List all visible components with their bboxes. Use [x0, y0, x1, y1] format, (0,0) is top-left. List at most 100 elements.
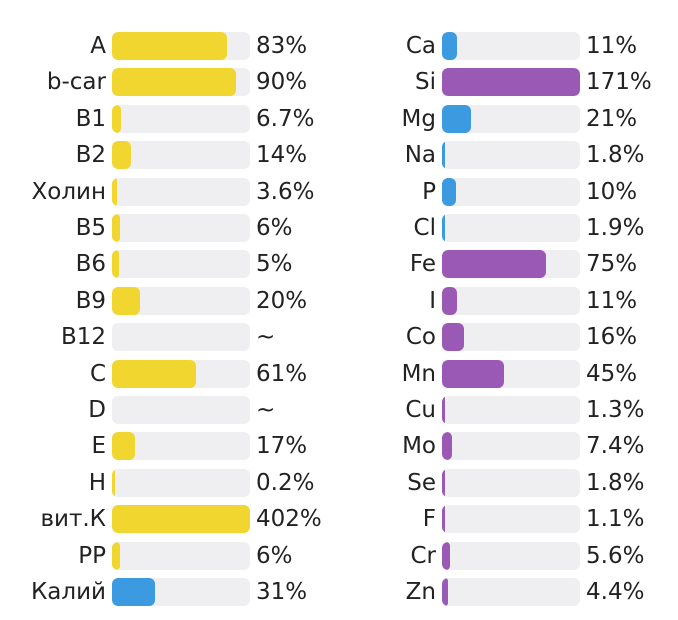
- bar-track: [112, 505, 250, 534]
- bar-value: ~: [256, 324, 276, 351]
- bar-row: D ~: [0, 392, 340, 428]
- bar-value: 6%: [256, 215, 293, 241]
- bar-fill: [112, 468, 115, 497]
- bar-fill: [112, 541, 121, 570]
- bar-track: [112, 214, 250, 242]
- bar-track: [112, 323, 250, 352]
- bar-row: B2 14%: [0, 137, 340, 173]
- bar-label: Co: [405, 324, 436, 351]
- bar-label: Калий: [30, 579, 106, 605]
- bar-track: [442, 177, 580, 206]
- bar-label: P: [422, 178, 436, 205]
- bar-row: P 10%: [338, 174, 678, 210]
- bar-track: [112, 32, 250, 60]
- bar-fill: [442, 214, 445, 242]
- bar-value: 90%: [256, 69, 308, 96]
- bar-row: b-car 90%: [0, 64, 340, 100]
- bar-label: B9: [75, 287, 106, 314]
- bar-label: Mn: [401, 360, 436, 387]
- bar-fill: [442, 432, 453, 461]
- bar-track: [112, 104, 250, 133]
- bar-label: F: [422, 506, 436, 533]
- bar-fill: [112, 578, 155, 606]
- bar-fill: [442, 578, 449, 606]
- bar-label: B1: [75, 105, 106, 132]
- bar-label: Zn: [405, 579, 436, 605]
- bar-label: Ca: [405, 33, 436, 59]
- bar-label: E: [91, 433, 106, 460]
- bar-value: 4.4%: [586, 579, 645, 605]
- bar-fill: [442, 323, 465, 352]
- bar-row: H 0.2%: [0, 465, 340, 501]
- bar-value: 45%: [586, 360, 638, 387]
- bar-value: 0.2%: [256, 469, 315, 496]
- bar-row: B9 20%: [0, 283, 340, 319]
- bar-track: [112, 432, 250, 461]
- bar-track: [442, 541, 580, 570]
- bar-value: 7.4%: [586, 433, 645, 460]
- bar-value: 5%: [256, 251, 293, 278]
- bar-track: [442, 432, 580, 461]
- bar-track: [112, 468, 250, 497]
- bar-row: B5 6%: [0, 210, 340, 246]
- bar-row: Fe 75%: [338, 246, 678, 282]
- bar-value: 21%: [586, 105, 638, 132]
- bar-row: Se 1.8%: [338, 465, 678, 501]
- bar-track: [442, 286, 580, 315]
- bar-row: Cr 5.6%: [338, 538, 678, 574]
- bar-fill: [442, 32, 458, 60]
- bar-value: 1.8%: [586, 469, 645, 496]
- bar-value: 75%: [586, 251, 638, 278]
- bar-label: A: [90, 33, 106, 59]
- bar-row: F 1.1%: [338, 501, 678, 537]
- bar-value: 171%: [586, 69, 652, 96]
- bar-value: 1.9%: [586, 215, 645, 241]
- bar-value: 14%: [256, 142, 308, 169]
- bar-row: Cl 1.9%: [338, 210, 678, 246]
- bar-label: Mg: [401, 105, 436, 132]
- bar-label: B2: [75, 142, 106, 169]
- bar-label: Mo: [402, 433, 436, 460]
- bar-value: 5.6%: [586, 542, 645, 569]
- bar-value: 11%: [586, 33, 638, 59]
- bar-row: Ca 11%: [338, 28, 678, 64]
- bar-fill: [442, 286, 458, 315]
- bar-row: I 11%: [338, 283, 678, 319]
- bar-value: 402%: [256, 506, 322, 533]
- bar-label: B12: [60, 324, 106, 351]
- bar-label: B6: [75, 251, 106, 278]
- bar-row: Cu 1.3%: [338, 392, 678, 428]
- bar-track: [112, 177, 250, 206]
- bar-value: 6.7%: [256, 105, 315, 132]
- bar-row: B6 5%: [0, 246, 340, 282]
- bar-track: [112, 250, 250, 279]
- bar-fill: [442, 141, 445, 170]
- bar-label: PP: [78, 542, 106, 569]
- bar-label: Fe: [409, 251, 436, 278]
- bar-fill: [442, 396, 445, 424]
- bar-label: Cl: [413, 215, 436, 241]
- bar-row: Co 16%: [338, 319, 678, 355]
- bar-label: I: [429, 287, 436, 314]
- bar-track: [112, 286, 250, 315]
- bar-value: 1.3%: [586, 397, 645, 423]
- bar-label: Se: [407, 469, 436, 496]
- bar-label: H: [88, 469, 106, 496]
- bar-value: 10%: [586, 178, 638, 205]
- bar-fill: [112, 141, 132, 170]
- bar-label: Na: [404, 142, 436, 169]
- bar-fill: [112, 250, 119, 279]
- bar-row: B1 6.7%: [0, 101, 340, 137]
- bar-track: [442, 104, 580, 133]
- bar-track: [112, 396, 250, 424]
- bar-track: [442, 323, 580, 352]
- bar-track: [112, 541, 250, 570]
- bar-value: 16%: [586, 324, 638, 351]
- bar-row: вит.К 402%: [0, 501, 340, 537]
- bar-fill: [442, 250, 546, 279]
- bar-track: [112, 578, 250, 606]
- bar-track: [112, 68, 250, 97]
- bar-fill: [112, 104, 122, 133]
- bar-fill: [442, 177, 456, 206]
- bar-fill: [442, 104, 471, 133]
